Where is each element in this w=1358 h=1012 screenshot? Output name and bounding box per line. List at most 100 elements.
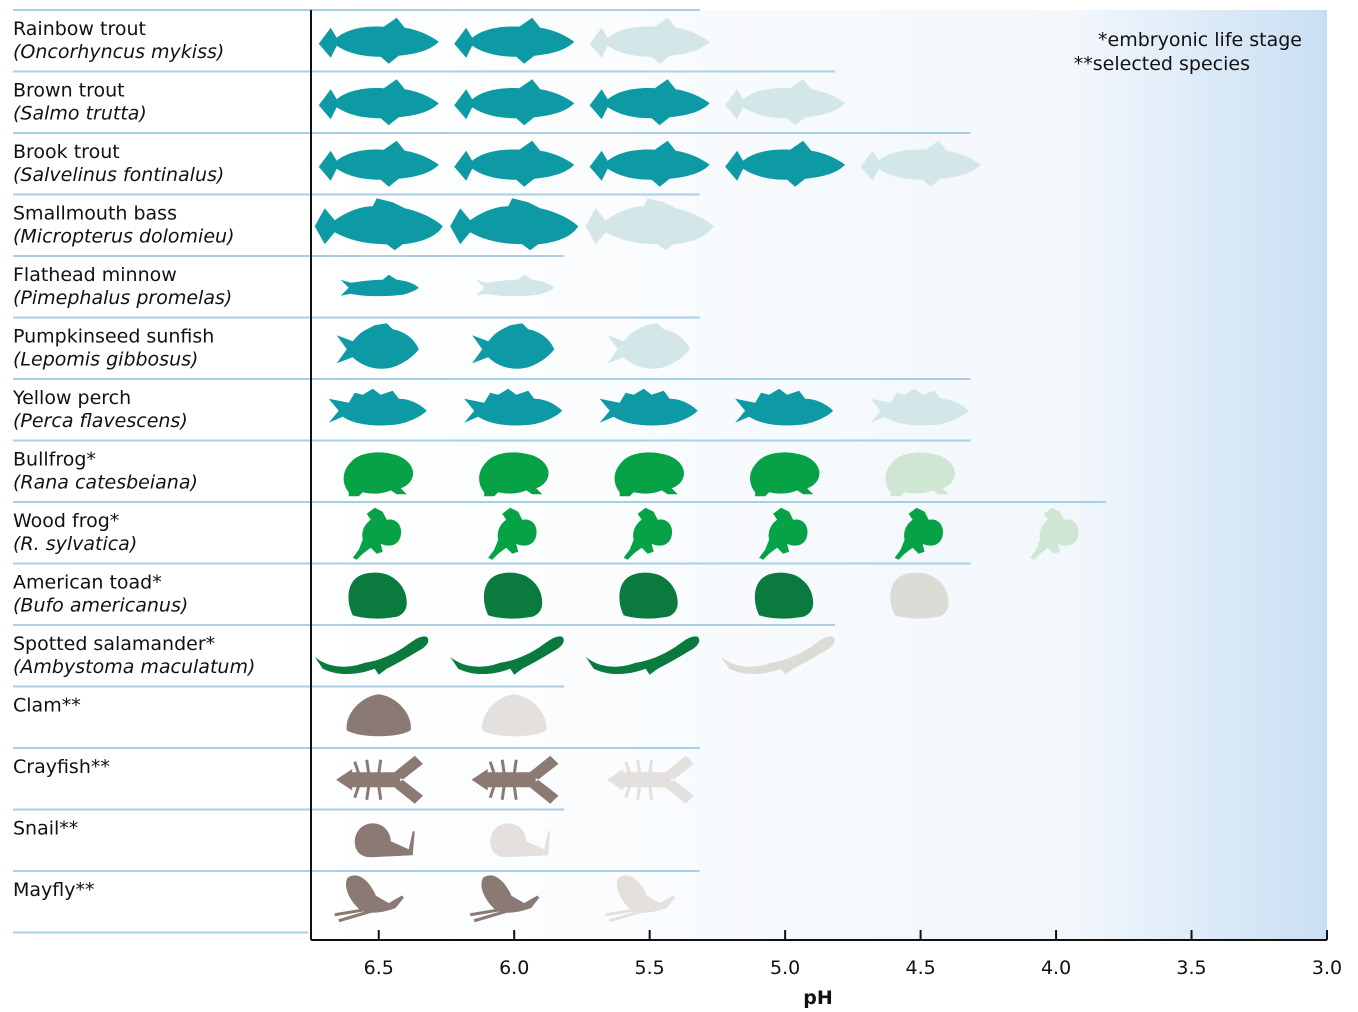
x-tick-label: 4.5	[905, 957, 935, 979]
scientific-name: (Rana catesbeiana)	[13, 472, 198, 494]
species-icon	[336, 755, 423, 804]
scientific-name: (Pimephalus promelas)	[13, 287, 232, 309]
scientific-name: (Salvelinus fontinalus)	[13, 164, 224, 186]
icon-shape	[606, 755, 694, 804]
faded-icon	[585, 198, 714, 251]
icon-shape	[450, 198, 579, 251]
icon-shape	[346, 694, 411, 737]
icon-shape	[454, 79, 575, 126]
species-icon	[328, 388, 427, 426]
faded-icon	[605, 875, 675, 923]
icon-shape	[464, 388, 563, 426]
species-name: Wood frog*	[13, 510, 119, 532]
faded-icon	[885, 452, 955, 497]
faded-icon	[607, 323, 690, 369]
icon-shape	[619, 572, 678, 619]
faded-icon	[890, 572, 949, 619]
icon-shape	[759, 507, 808, 560]
species-icon	[348, 572, 407, 619]
species-icon	[314, 636, 429, 675]
species-icon	[894, 507, 943, 560]
icon-shape	[352, 507, 402, 560]
scientific-name: (Bufo americanus)	[13, 595, 188, 617]
species-icon	[472, 323, 555, 369]
species-icon	[454, 140, 575, 187]
icon-shape	[1030, 507, 1079, 560]
x-tick-label: 4.0	[1041, 957, 1071, 979]
icon-shape	[318, 140, 439, 187]
species-icon	[589, 79, 710, 126]
species-icon	[336, 323, 419, 369]
icon-shape	[589, 17, 710, 64]
icon-shape	[725, 79, 846, 126]
species-icon	[488, 507, 537, 560]
icon-shape	[890, 572, 949, 619]
species-icon	[614, 452, 684, 497]
species-icon	[464, 388, 563, 426]
icon-shape	[476, 274, 555, 297]
icon-shape	[585, 636, 700, 675]
scientific-name: (Ambystoma maculatum)	[13, 656, 255, 678]
species-icon	[318, 79, 439, 126]
species-name: Snail**	[13, 818, 78, 840]
faded-icon	[721, 636, 835, 675]
faded-icon	[1030, 507, 1079, 560]
icon-shape	[750, 452, 820, 497]
scientific-name: (Oncorhyncus mykiss)	[13, 41, 224, 63]
species-name: Smallmouth bass	[13, 203, 177, 225]
species-icon	[450, 198, 579, 251]
species-name: American toad*	[13, 572, 162, 594]
icon-shape	[870, 388, 969, 426]
faded-icon	[860, 140, 981, 187]
icon-shape	[614, 452, 684, 497]
species-icon	[585, 636, 700, 675]
icon-shape	[314, 636, 429, 675]
icon-shape	[314, 198, 443, 251]
note: *embryonic life stage	[1098, 29, 1302, 51]
faded-icon	[490, 823, 551, 858]
species-icon	[334, 875, 404, 923]
faded-icon	[589, 17, 710, 64]
species-name: Brook trout	[13, 141, 120, 163]
icon-shape	[340, 274, 419, 297]
species-icon	[454, 17, 575, 64]
icon-shape	[754, 572, 814, 619]
species-name: Flathead minnow	[13, 264, 177, 286]
icon-shape	[488, 507, 537, 560]
species-icon	[754, 572, 814, 619]
x-tick-label: 3.5	[1176, 957, 1206, 979]
icon-shape	[589, 79, 710, 126]
x-tick-label: 6.5	[364, 957, 394, 979]
icon-shape	[318, 17, 439, 64]
faded-icon	[476, 274, 555, 297]
species-name: Mayfly**	[13, 879, 95, 901]
species-name: Bullfrog*	[13, 449, 96, 471]
icon-shape	[483, 572, 543, 619]
icon-shape	[721, 636, 835, 675]
icon-shape	[336, 755, 423, 804]
icon-shape	[479, 452, 549, 497]
icon-shape	[885, 452, 955, 497]
faded-icon	[606, 755, 694, 804]
icon-shape	[599, 388, 698, 426]
icon-shape	[454, 140, 575, 187]
x-tick-label: 6.0	[499, 957, 529, 979]
species-icon	[318, 17, 439, 64]
icon-shape	[589, 140, 710, 187]
species-icon	[750, 452, 820, 497]
icon-shape	[490, 823, 551, 858]
icon-shape	[605, 875, 675, 923]
icon-shape	[318, 79, 439, 126]
icon-shape	[454, 17, 575, 64]
icon-shape	[894, 507, 943, 560]
scientific-name: (Lepomis gibbosus)	[13, 349, 198, 371]
species-icon	[318, 140, 439, 187]
species-name: Spotted salamander*	[13, 633, 215, 655]
scientific-name: (R. sylvatica)	[13, 533, 137, 555]
species-icon	[471, 755, 559, 804]
species-icon	[599, 388, 698, 426]
icon-shape	[336, 323, 419, 369]
x-tick-label: 5.0	[770, 957, 800, 979]
species-name: Pumpkinseed sunfish	[13, 326, 214, 348]
